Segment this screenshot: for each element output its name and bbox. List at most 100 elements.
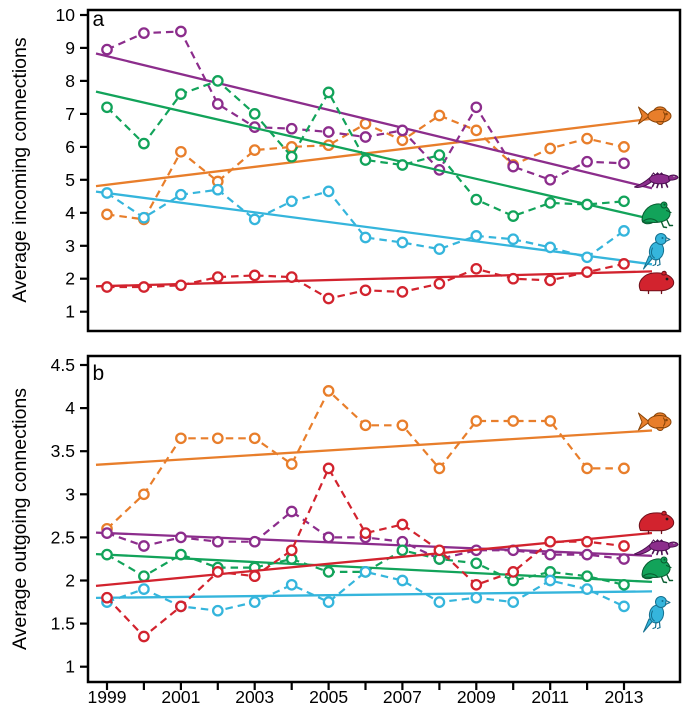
bird-marker <box>581 251 593 264</box>
amphibian-marker <box>544 197 557 209</box>
amphibian-dashed-line <box>106 79 625 218</box>
amphibian-marker <box>101 548 113 561</box>
amphibian-marker <box>175 548 187 561</box>
amphibian-icon <box>641 556 674 584</box>
panel-letter: a <box>93 8 105 31</box>
reptile-icon <box>634 539 679 556</box>
fish-marker <box>507 415 520 427</box>
bird-marker <box>359 231 372 244</box>
fish-marker <box>101 208 113 221</box>
x-tick-label: 2005 <box>309 687 348 707</box>
bird-marker <box>138 211 150 224</box>
mammal-marker <box>507 566 520 578</box>
panel-a: 1 2 3 4 5 6 7 8 9 10 a Average incoming connections <box>9 5 682 333</box>
series-reptile <box>95 25 653 190</box>
mammal-marker <box>396 286 409 298</box>
mammal-marker <box>618 540 630 552</box>
bird-marker <box>507 596 520 608</box>
mammal-marker <box>544 535 557 548</box>
mammal-marker <box>175 600 187 613</box>
fish-marker <box>581 462 593 475</box>
y-tick-label: 4 <box>65 203 75 223</box>
reptile-marker <box>211 535 224 548</box>
bird-marker <box>211 183 224 196</box>
reptile-marker <box>470 101 483 114</box>
y-tick-label: 10 <box>56 5 76 25</box>
fish-marker <box>396 134 409 147</box>
bird-marker <box>618 225 630 237</box>
reptile-marker <box>175 25 187 38</box>
fish-marker <box>544 142 557 155</box>
y-tick-label: 2.5 <box>51 527 75 547</box>
bird-marker <box>396 236 409 249</box>
bird-marker <box>285 195 298 208</box>
y-tick-label: 1.5 <box>51 614 75 634</box>
mammal-marker <box>322 462 335 475</box>
reptile-trend-line <box>95 531 653 557</box>
y-tick-label: 1 <box>65 657 75 677</box>
amphibian-marker <box>396 544 409 557</box>
reptile-marker <box>175 531 187 544</box>
mammal-icon <box>638 270 675 295</box>
reptile-marker <box>248 535 261 548</box>
bird-marker <box>544 241 557 254</box>
amphibian-marker <box>211 75 224 87</box>
reptile-marker <box>396 124 409 137</box>
amphibian-marker <box>359 154 372 166</box>
reptile-marker <box>544 548 557 561</box>
bird-marker <box>433 243 446 255</box>
panel-b: 1 1.5 2 2.5 3 3.5 4 4.5 1999 2001 2003 2005 2007 2009… <box>9 354 682 707</box>
mammal-marker <box>211 566 224 578</box>
fish-marker <box>175 145 187 158</box>
amphibian-trend-line <box>95 552 653 584</box>
bird-marker <box>470 230 483 242</box>
reptile-marker <box>581 155 593 168</box>
x-tick-label: 2011 <box>531 687 569 707</box>
bird-dashed-line <box>106 188 625 259</box>
reptile-marker <box>618 553 630 565</box>
mammal-marker <box>433 277 446 290</box>
mammal-marker <box>101 281 113 293</box>
amphibian-marker <box>101 101 113 114</box>
mammal-marker <box>322 292 335 305</box>
reptile-marker <box>581 548 593 561</box>
amphibian-trend-line <box>95 90 653 221</box>
y-tick-label: 9 <box>65 38 75 58</box>
mammal-marker <box>285 544 298 557</box>
y-tick-label: 6 <box>65 137 75 157</box>
bird-marker <box>470 591 483 604</box>
mammal-marker <box>544 274 557 287</box>
mammal-icon <box>638 510 675 535</box>
fish-trend-line <box>95 117 653 188</box>
fish-trend-line <box>95 429 653 466</box>
fish-marker <box>211 432 224 445</box>
fish-marker <box>544 415 557 427</box>
x-tick-label: 1999 <box>88 687 127 707</box>
series-mammal <box>95 462 653 643</box>
bird-dashed-line <box>106 570 625 612</box>
reptile-marker <box>211 98 224 110</box>
y-tick-label: 3.5 <box>51 441 75 461</box>
amphibian-marker <box>581 198 593 211</box>
amphibian-marker <box>618 195 630 208</box>
fish-marker <box>248 432 261 445</box>
amphibian-marker <box>285 150 298 163</box>
amphibian-marker <box>175 88 187 100</box>
y-axis-title: Average outgoing connections <box>9 388 31 650</box>
series-bird <box>95 183 653 266</box>
panel-letter: b <box>93 362 105 385</box>
reptile-marker <box>544 173 557 186</box>
amphibian-marker <box>322 566 335 578</box>
mammal-marker <box>507 272 520 285</box>
reptile-trend-line <box>95 52 653 190</box>
y-tick-label: 4 <box>65 398 75 418</box>
fish-marker <box>285 458 298 470</box>
bird-marker <box>396 574 409 587</box>
y-tick-label: 2 <box>65 571 75 591</box>
fish-marker <box>396 419 409 432</box>
fish-icon <box>638 412 672 432</box>
reptile-marker <box>285 122 298 135</box>
amphibian-marker <box>470 557 483 570</box>
